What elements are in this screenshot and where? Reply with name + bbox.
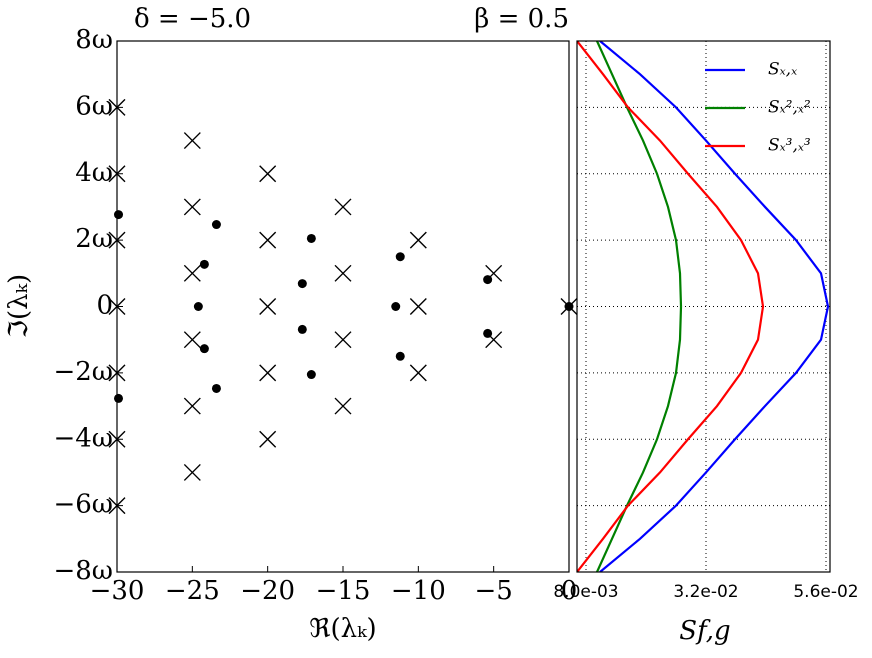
x-axis-label: Sf,g [679,616,730,646]
y-axis-label: ℑ(λₖ) [4,274,34,338]
y-tick-label: 2ω [75,224,113,254]
x-tick-label: 8.0e-03 [553,582,618,602]
dot-marker [306,370,316,380]
x-axis-label: ℜ(λₖ) [309,614,376,644]
x-tick-label: 5.6e-02 [793,582,858,602]
dot-marker [193,302,203,311]
cross-marker [259,430,277,448]
dot-marker [199,344,209,354]
x-tick-label: 3.2e-02 [673,582,738,602]
cross-marker [183,198,201,216]
dot-marker [395,252,405,262]
legend-label: Sₓ,ₓ [768,60,797,80]
dot-marker [114,210,124,220]
x-tick-label: −30 [90,576,145,606]
x-tick-label: −15 [316,576,371,606]
cross-marker [259,364,277,382]
cross-marker [183,132,201,150]
y-tick-label: 4ω [75,158,113,188]
cross-marker [183,331,201,349]
curve [595,41,683,572]
x-tick-label: −20 [240,576,295,606]
cross-marker [334,264,352,282]
cross-marker [409,298,427,315]
dot-marker [483,328,493,338]
dot-marker [199,259,209,269]
chart-subtitle: β = 0.5 [474,4,569,34]
dot-marker [306,233,316,243]
y-tick-label: −4ω [53,423,113,453]
cross-marker [183,397,201,415]
dot-marker [114,393,124,403]
dot-marker [391,302,401,311]
x-tick-label: −25 [165,576,220,606]
curve [577,41,765,572]
cross-marker [259,298,277,315]
x-tick-label: −10 [391,576,446,606]
dot-marker [395,351,405,361]
cross-marker [183,463,201,481]
legend-label: Sₓ³,ₓ³ [768,136,811,156]
dot-marker [211,220,221,230]
y-tick-label: −8ω [53,556,113,586]
cross-marker [183,264,201,282]
dot-marker [211,383,221,393]
dot-marker [297,324,307,334]
cross-marker [334,198,352,216]
cross-marker [409,364,427,382]
legend-label: Sₓ²,ₓ² [768,98,811,118]
cross-marker [334,331,352,349]
x-tick-label: 0 [561,576,578,606]
y-tick-label: −6ω [53,490,113,520]
cross-marker [334,397,352,415]
cross-marker [259,231,277,249]
y-tick-label: 6ω [75,91,113,121]
x-tick-label: −5 [475,576,513,606]
cross-marker [409,231,427,249]
y-tick-label: −2ω [53,357,113,387]
y-tick-label: 8ω [75,25,113,55]
curve [599,41,830,572]
dot-marker [483,275,493,285]
y-tick-label: 0 [96,291,113,321]
cross-marker [259,165,277,183]
dot-marker [297,279,307,289]
plot-frame [116,40,570,573]
plot-frame [576,40,831,573]
chart-title: δ = −5.0 [134,4,251,34]
